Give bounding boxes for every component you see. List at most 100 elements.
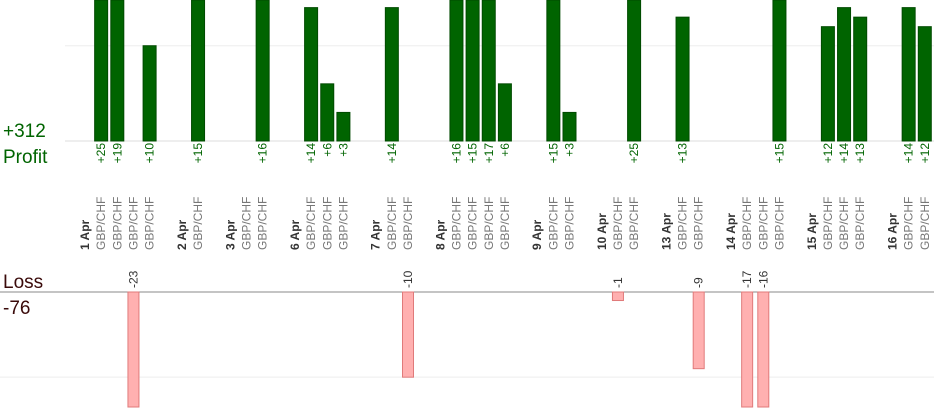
date-label: 16 Apr xyxy=(886,213,900,250)
value-label: +12 xyxy=(821,143,835,164)
symbol-label: GBP/CHF xyxy=(449,197,463,250)
loss-bar xyxy=(611,291,624,302)
symbol-label: GBP/CHF xyxy=(94,197,108,250)
date-label: 7 Apr xyxy=(369,219,383,250)
date-label: 8 Apr xyxy=(433,219,447,250)
value-label: +17 xyxy=(482,143,496,164)
symbol-label: GBP/CHF xyxy=(385,197,399,250)
symbol-label: GBP/CHF xyxy=(336,197,350,250)
symbol-label: GBP/CHF xyxy=(143,197,157,250)
profit-bar xyxy=(449,0,464,142)
symbol-label: GBP/CHF xyxy=(821,197,835,250)
symbol-label: GBP/CHF xyxy=(918,197,932,250)
profit-bar xyxy=(142,45,157,142)
symbol-label: GBP/CHF xyxy=(740,197,754,250)
symbol-label: GBP/CHF xyxy=(256,197,270,250)
value-label: +15 xyxy=(772,143,786,164)
symbol-label: GBP/CHF xyxy=(320,197,334,250)
value-label: -16 xyxy=(756,270,770,288)
value-label: -17 xyxy=(740,270,754,288)
symbol-label: GBP/CHF xyxy=(676,197,690,250)
value-label: +25 xyxy=(94,143,108,164)
date-label: 2 Apr xyxy=(175,219,189,250)
date-label: 6 Apr xyxy=(288,219,302,250)
symbol-label: GBP/CHF xyxy=(772,197,786,250)
value-label: +13 xyxy=(676,143,690,164)
date-label: 15 Apr xyxy=(805,213,819,250)
symbol-label: GBP/CHF xyxy=(304,197,318,250)
profit-bar xyxy=(820,26,835,142)
value-label: -1 xyxy=(611,277,625,288)
profit-bar xyxy=(546,0,561,142)
loss-total: -76 xyxy=(3,298,30,319)
profit-bar xyxy=(94,0,109,142)
value-label: +6 xyxy=(320,143,334,157)
profit-bar xyxy=(465,0,480,142)
profit-bar xyxy=(901,7,916,142)
value-label: -10 xyxy=(401,270,415,288)
date-label: 10 Apr xyxy=(595,213,609,250)
value-label: +6 xyxy=(498,143,512,157)
profit-bar xyxy=(320,83,335,142)
symbol-label: GBP/CHF xyxy=(563,197,577,250)
value-label: +13 xyxy=(853,143,867,164)
profit-bar xyxy=(837,7,852,142)
value-label: +12 xyxy=(918,143,932,164)
profit-bar xyxy=(255,0,270,142)
symbol-label: GBP/CHF xyxy=(627,197,641,250)
value-label: +3 xyxy=(336,143,350,157)
value-label: +14 xyxy=(837,143,851,164)
date-label: 9 Apr xyxy=(530,219,544,250)
profit-bar xyxy=(384,7,399,142)
loss-bar xyxy=(402,291,414,378)
value-label: +10 xyxy=(143,143,157,164)
profit-bar xyxy=(675,16,690,142)
profit-bar xyxy=(917,26,932,142)
loss-title: Loss xyxy=(3,272,43,293)
value-label: +14 xyxy=(304,143,318,164)
profit-total: +312 xyxy=(3,121,46,142)
value-label: +14 xyxy=(902,143,916,164)
profit-bar xyxy=(336,111,351,142)
value-label: +15 xyxy=(546,143,560,164)
loss-bar xyxy=(741,291,754,408)
symbol-label: GBP/CHF xyxy=(482,197,496,250)
symbol-label: GBP/CHF xyxy=(126,197,140,250)
profit-bar xyxy=(772,0,787,142)
date-label: 1 Apr xyxy=(78,219,92,250)
date-label: 13 Apr xyxy=(659,213,673,250)
symbol-label: GBP/CHF xyxy=(902,197,916,250)
symbol-label: GBP/CHF xyxy=(110,197,124,250)
date-label: 3 Apr xyxy=(223,219,237,250)
symbol-label: GBP/CHF xyxy=(853,197,867,250)
profit-bar xyxy=(481,0,496,142)
profit-bar xyxy=(497,83,512,142)
symbol-label: GBP/CHF xyxy=(191,197,205,250)
symbol-label: GBP/CHF xyxy=(692,197,706,250)
profit-bar xyxy=(627,0,642,142)
symbol-label: GBP/CHF xyxy=(466,197,480,250)
value-label: -9 xyxy=(692,277,706,288)
value-label: +16 xyxy=(256,143,270,164)
loss-bar xyxy=(692,291,705,370)
value-label: -23 xyxy=(126,270,140,288)
profit-bar xyxy=(191,0,206,142)
symbol-label: GBP/CHF xyxy=(611,197,625,250)
date-label: 14 Apr xyxy=(724,213,738,250)
loss-bar xyxy=(757,291,770,408)
value-label: +15 xyxy=(466,143,480,164)
value-label: +14 xyxy=(385,143,399,164)
loss-bar xyxy=(127,291,140,408)
symbol-label: GBP/CHF xyxy=(401,197,415,250)
symbol-label: GBP/CHF xyxy=(837,197,851,250)
profit-bar xyxy=(304,7,319,142)
symbol-label: GBP/CHF xyxy=(240,197,254,250)
value-label: +25 xyxy=(627,143,641,164)
value-label: +19 xyxy=(110,143,124,164)
profit-bar xyxy=(853,16,868,142)
symbol-label: GBP/CHF xyxy=(756,197,770,250)
profit-bar xyxy=(562,111,577,142)
profit-bar xyxy=(110,0,125,142)
value-label: +16 xyxy=(449,143,463,164)
